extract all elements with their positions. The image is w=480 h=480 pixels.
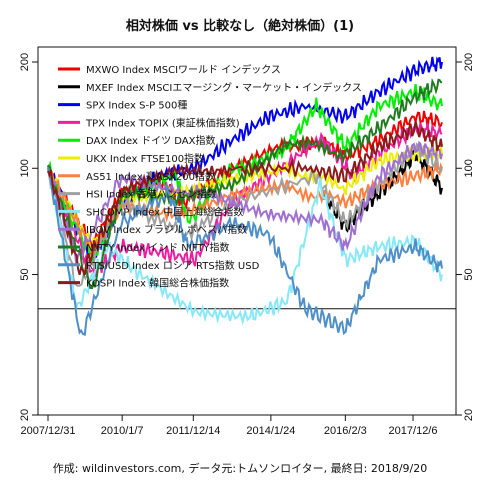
series-line	[47, 167, 443, 336]
x-tick-label: 2011/12/14	[166, 425, 220, 437]
y-tick-label-left: 100	[19, 159, 31, 177]
series-line	[47, 120, 443, 276]
legend-label: MXEF Index MSCIエマージング・マーケット・インデックス	[86, 81, 362, 94]
x-tick-label: 2014/1/24	[246, 425, 295, 437]
series-line	[47, 142, 443, 287]
x-tick-label: 2016/2/3	[324, 425, 367, 437]
legend-label: DAX Index ドイツ DAX指数	[86, 134, 216, 147]
x-tick-label: 2010/1/7	[101, 425, 144, 437]
chart-footer: 作成: wildinvestors.com, データ元:トムソンロイター, 最終…	[53, 461, 427, 475]
legend: MXWO Index MSCIワールド インデックス MXEF Index MSC…	[58, 63, 362, 290]
series-line	[322, 149, 443, 233]
series-line	[47, 77, 443, 290]
y-tick-label-left: 200	[19, 53, 31, 71]
legend-label: SHCOMP Index 中国上海総合指数	[86, 205, 243, 218]
legend-label: UKX Index FTSE100指数	[86, 152, 204, 165]
legend-label: SPX Index S-P 500種	[86, 99, 187, 112]
y-tick-label-right: 20	[463, 409, 475, 421]
legend-label: TPX Index TOPIX (東証株価指数)	[85, 116, 240, 129]
legend-label: MXWO Index MSCIワールド インデックス	[86, 63, 281, 76]
series-layer	[47, 56, 443, 336]
plot-frame	[37, 46, 457, 416]
y-tick-label-right: 50	[463, 268, 475, 280]
series-line	[47, 140, 443, 265]
x-axis: 2007/12/31 2010/1/7 2011/12/14 2014/1/24 201…	[20, 415, 437, 437]
x-tick-label: 2017/12/6	[389, 425, 438, 437]
legend-label: IBOV Index ブラジル ボベスパ指数	[86, 223, 247, 236]
legend-label: KOSPI Index 韓国総合株価指数	[86, 277, 229, 290]
chart-title: 相対株価 vs 比較なし（絶対株価）(1)	[126, 18, 354, 34]
legend-label: RTSIUSD Index ロシア RTS指数 USD	[86, 259, 260, 272]
legend-label: NIFTY Index インド NIFTY指数	[86, 241, 230, 254]
x-tick-label: 2007/12/31	[20, 425, 75, 437]
y-tick-label-right: 100	[463, 159, 475, 177]
y-tick-label-left: 20	[19, 409, 31, 421]
y-axis-left: 20 50 100 200	[19, 53, 38, 421]
legend-label: AS51 Index 豪ASX200指数	[86, 170, 215, 183]
legend-label: HSI Index 香港ハンセン指数	[86, 188, 217, 201]
y-tick-label-left: 50	[19, 268, 31, 280]
y-tick-label-right: 200	[463, 53, 475, 71]
y-axis-right: 20 50 100 200	[456, 53, 475, 421]
